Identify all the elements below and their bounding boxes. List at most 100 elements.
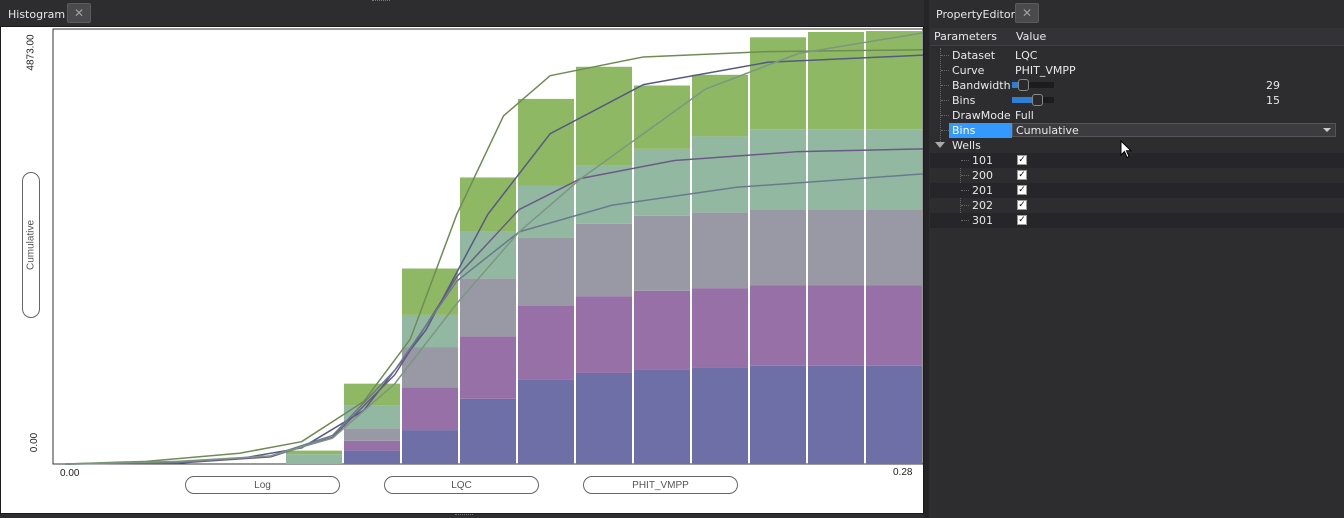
- bar-well-200-bin-8: [460, 336, 516, 399]
- value-column-header: Value: [1016, 30, 1047, 43]
- property-row-drawmode[interactable]: DrawMode Full: [930, 108, 1344, 123]
- bar-well-200-bin-7: [402, 387, 458, 431]
- expand-arrow-icon[interactable]: [935, 142, 945, 148]
- bar-well-200-bin-14: [808, 285, 864, 366]
- cumulative-curve-5: [65, 32, 923, 465]
- bar-well-201-bin-15: [866, 209, 922, 286]
- top-grip[interactable]: [372, 0, 390, 3]
- curve-label: Curve: [952, 64, 985, 77]
- bandwidth-label: Bandwidth: [952, 79, 1011, 92]
- bins-slider-fill: [1012, 97, 1035, 103]
- bar-well-201-bin-13: [750, 209, 806, 286]
- parameters-column-header: Parameters: [934, 30, 997, 43]
- bar-well-301-bin-14: [808, 31, 864, 130]
- property-editor-close-button[interactable]: ✕: [1015, 3, 1039, 23]
- well-row[interactable]: 201 ✓: [930, 183, 1344, 198]
- well-checkbox[interactable]: ✓: [1017, 155, 1027, 165]
- bar-well-301-bin-9: [518, 98, 574, 186]
- well-name: 202: [972, 199, 993, 212]
- well-checkbox[interactable]: ✓: [1017, 215, 1027, 225]
- bar-well-202-bin-11: [634, 148, 690, 216]
- bar-well-101-bin-10: [576, 372, 632, 464]
- bar-well-201-bin-11: [634, 215, 690, 291]
- bandwidth-slider[interactable]: [1012, 79, 1054, 91]
- histogram-title: Histogram: [8, 8, 66, 21]
- bar-well-101-bin-7: [402, 430, 458, 464]
- y-axis-label: Cumulative: [25, 219, 37, 271]
- bar-well-101-bin-6: [344, 450, 400, 464]
- panel-splitter[interactable]: [924, 0, 929, 518]
- bins-value: 15: [1266, 94, 1280, 107]
- selected-row-highlight: [949, 123, 1012, 138]
- histogram-close-button[interactable]: ✕: [67, 3, 91, 23]
- cumulative-curve-1: [65, 49, 923, 465]
- property-row-bandwidth[interactable]: Bandwidth 29: [930, 78, 1344, 93]
- close-icon: ✕: [1021, 6, 1033, 20]
- well-name: 200: [972, 169, 993, 182]
- bins-mode-dropdown[interactable]: Cumulative: [1012, 123, 1336, 137]
- well-name: 201: [972, 184, 993, 197]
- property-row-bins-mode[interactable]: Bins Cumulative: [930, 123, 1344, 138]
- well-row[interactable]: 101 ✓: [930, 153, 1344, 168]
- histogram-plot: 0.00 4873.00 Cumulative 0.00 0.28 Log LQ…: [0, 26, 924, 514]
- bar-well-202-bin-15: [866, 129, 922, 210]
- cumulative-curve-3: [65, 148, 923, 465]
- bar-well-201-bin-7: [402, 347, 458, 388]
- mouse-cursor-icon: [1120, 140, 1133, 159]
- bar-well-200-bin-12: [692, 288, 748, 368]
- property-row-bins[interactable]: Bins 15: [930, 93, 1344, 108]
- bar-well-201-bin-8: [460, 278, 516, 337]
- bandwidth-slider-fill: [1012, 82, 1021, 88]
- property-editor-title: PropertyEditor: [936, 8, 1016, 21]
- bar-well-101-bin-12: [692, 367, 748, 464]
- bandwidth-value: 29: [1266, 79, 1280, 92]
- curve-value[interactable]: PHIT_VMPP: [1015, 64, 1076, 77]
- bar-well-200-bin-6: [344, 440, 400, 451]
- bar-well-101-bin-14: [808, 365, 864, 464]
- property-row-curve[interactable]: Curve PHIT_VMPP: [930, 63, 1344, 78]
- bar-well-101-bin-15: [866, 365, 922, 464]
- close-icon: ✕: [73, 6, 85, 20]
- bins-label: Bins: [952, 94, 976, 107]
- x-dataset-button[interactable]: LQC: [384, 476, 539, 494]
- bar-well-301-bin-5: [286, 450, 342, 455]
- bottom-grip[interactable]: [455, 514, 473, 517]
- bar-well-201-bin-12: [692, 212, 748, 289]
- bar-well-101-bin-11: [634, 369, 690, 464]
- well-checkbox[interactable]: ✓: [1017, 185, 1027, 195]
- bar-well-202-bin-5: [286, 454, 342, 464]
- well-row[interactable]: 202 ✓: [930, 198, 1344, 213]
- bins-mode-label: Bins: [952, 124, 976, 137]
- well-row[interactable]: 301 ✓: [930, 213, 1344, 228]
- y-tick-max: 4873.00: [25, 34, 37, 71]
- y-tick-min: 0.00: [29, 432, 41, 453]
- bins-slider-thumb[interactable]: [1032, 94, 1044, 106]
- y-axis-button[interactable]: Cumulative: [22, 172, 40, 318]
- drawmode-label: DrawMode: [952, 109, 1011, 122]
- property-header: Parameters Value: [930, 28, 1344, 46]
- bar-well-301-bin-15: [866, 31, 922, 130]
- dataset-value[interactable]: LQC: [1015, 49, 1038, 62]
- x-curve-button[interactable]: PHIT_VMPP: [583, 476, 738, 494]
- well-checkbox[interactable]: ✓: [1017, 170, 1027, 180]
- bar-well-201-bin-6: [344, 428, 400, 441]
- bar-well-201-bin-9: [518, 237, 574, 306]
- bar-well-200-bin-15: [866, 285, 922, 366]
- property-editor: Parameters Value Dataset LQC Curve PHIT_…: [930, 26, 1344, 518]
- bins-slider[interactable]: [1012, 94, 1054, 106]
- well-row[interactable]: 200 ✓: [930, 168, 1344, 183]
- drawmode-value[interactable]: Full: [1015, 109, 1034, 122]
- property-row-dataset[interactable]: Dataset LQC: [930, 48, 1344, 63]
- bandwidth-slider-thumb[interactable]: [1018, 79, 1030, 91]
- bar-well-101-bin-8: [460, 398, 516, 464]
- wells-label: Wells: [952, 139, 981, 152]
- histogram-chart: [52, 28, 923, 465]
- well-name: 301: [972, 214, 993, 227]
- x-log-button[interactable]: Log: [185, 476, 340, 494]
- tree-line: [940, 48, 941, 144]
- bar-well-201-bin-10: [576, 223, 632, 297]
- bar-well-301-bin-12: [692, 74, 748, 137]
- well-checkbox[interactable]: ✓: [1017, 200, 1027, 210]
- wells-group[interactable]: Wells: [930, 138, 1344, 153]
- bar-well-200-bin-9: [518, 305, 574, 380]
